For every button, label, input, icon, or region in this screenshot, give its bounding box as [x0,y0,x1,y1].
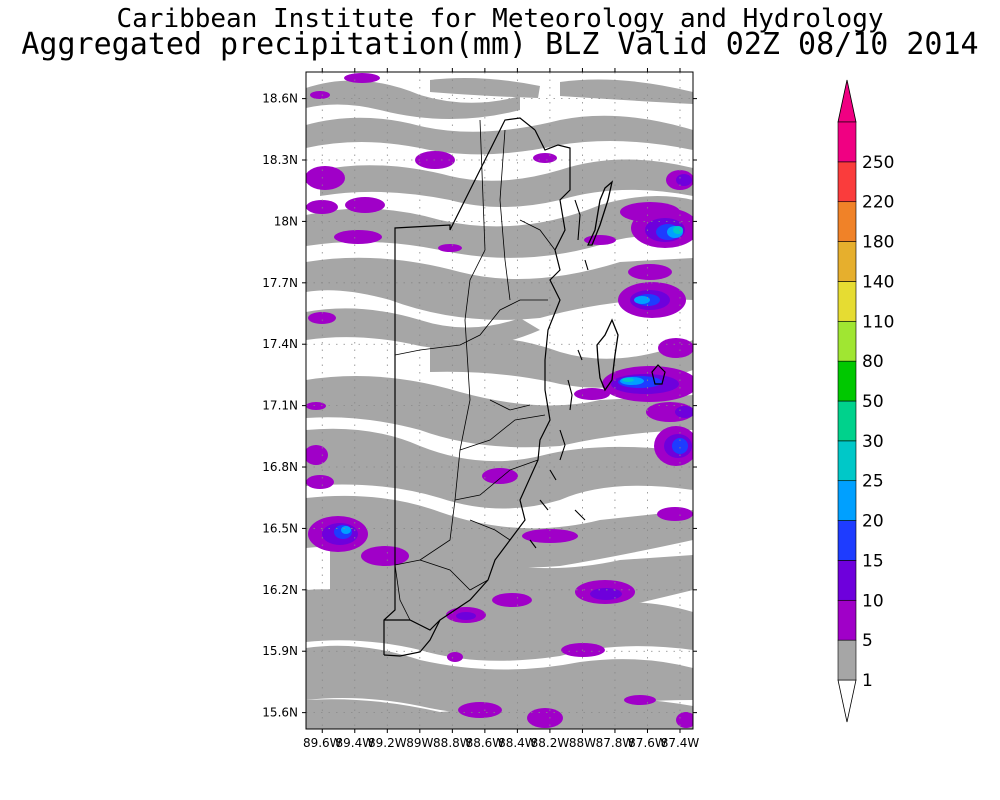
map-frame [305,71,694,730]
lat-tick-label: 15.6N [262,706,298,720]
colorbar-swatch [837,480,857,521]
colorbar-swatch [837,560,857,601]
lon-tick-label: 88.8W [433,736,472,750]
lon-tick-label: 89.2W [368,736,407,750]
lat-tick-label: 17.4N [262,337,298,351]
lon-tick-label: 88.2W [531,736,570,750]
colorbar-label: 5 [862,631,873,651]
colorbar-swatch [837,520,857,561]
colorbar-swatch [837,241,857,282]
lon-tick-label: 88.4W [498,736,537,750]
colorbar-label: 10 [862,591,884,611]
lon-tick-label: 89.6W [303,736,342,750]
colorbar-label: 110 [862,312,894,332]
lat-tick-label: 16.2N [262,583,298,597]
colorbar-swatch [837,201,857,242]
colorbar-label: 1 [862,671,873,691]
lon-tick-label: 87.4W [661,736,700,750]
lat-tick-label: 18.3N [262,153,298,167]
colorbar-swatch [837,599,857,641]
lon-tick-label: 87.8W [596,736,635,750]
colorbar-swatch [837,281,857,322]
colorbar-swatch [837,320,857,362]
colorbar-swatch [837,400,857,442]
colorbar-swatch [837,360,857,402]
lon-tick-label: 88.6W [466,736,505,750]
lon-tick-label: 89.4W [335,736,374,750]
lon-tick-label: 87.6W [628,736,667,750]
lat-tick-label: 17.7N [262,276,298,290]
colorbar-swatch [837,121,857,163]
colorbar-label: 180 [862,233,894,253]
title-product: Aggregated precipitation(mm) BLZ Valid 0… [21,27,979,62]
colorbar-bottom-arrow [837,679,857,723]
lon-tick-label: 88W [569,736,596,750]
colorbar-swatch [837,639,857,681]
lat-tick-label: 16.8N [262,460,298,474]
lat-tick-label: 18N [274,214,298,228]
colorbar-label: 30 [862,432,884,452]
colorbar-label: 20 [862,512,884,532]
colorbar-label: 25 [862,472,884,492]
lon-tick-label: 89W [406,736,433,750]
colorbar-label: 50 [862,392,884,412]
colorbar-top-arrow [837,79,857,123]
colorbar-swatch [837,161,857,203]
colorbar-label: 220 [862,193,894,213]
colorbar-label: 15 [862,551,884,571]
lat-tick-label: 17.1N [262,399,298,413]
colorbar-label: 140 [862,272,894,292]
precipitation-field [306,73,693,729]
latitude-axis: 18.6N 18.3N 18N 17.7N 17.4N 17.1N 16.8N 16.5N 16… [262,92,697,720]
title-institute: Caribbean Institute for Meteorology and … [116,4,884,34]
colorbar-swatch [837,440,857,482]
colorbar-label: 80 [862,352,884,372]
belize-outline [383,117,666,657]
lat-tick-label: 16.5N [262,521,298,535]
colorbar-label: 250 [862,153,894,173]
lat-tick-label: 15.9N [262,644,298,658]
lat-tick-label: 18.6N [262,92,298,106]
